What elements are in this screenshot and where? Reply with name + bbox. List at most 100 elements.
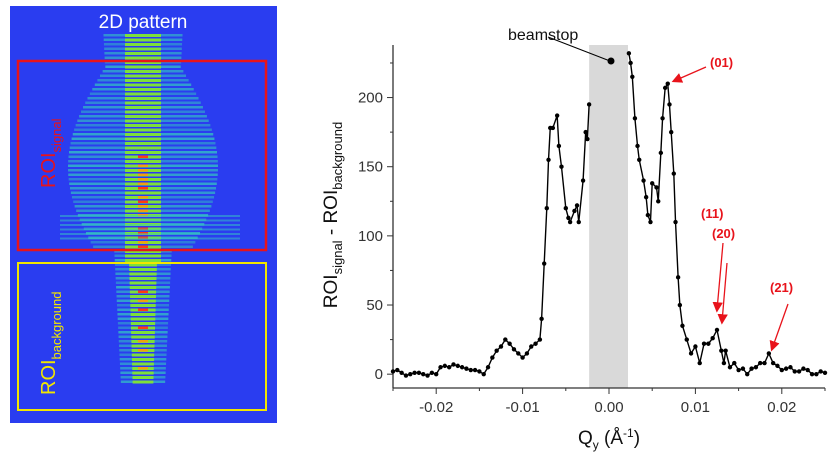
annotation-beamstop: beamstop	[508, 27, 578, 44]
data-point	[697, 360, 702, 366]
pattern-core	[125, 38, 161, 42]
data-point	[680, 323, 685, 328]
data-point	[779, 367, 784, 373]
data-point	[524, 351, 530, 356]
data-point	[459, 365, 465, 370]
pattern-core	[130, 313, 156, 316]
data-point	[546, 157, 551, 162]
data-point	[390, 369, 396, 374]
data-point	[566, 215, 571, 221]
data-point	[455, 363, 460, 369]
data-point	[425, 373, 430, 378]
data-point	[520, 355, 525, 360]
data-point	[395, 367, 400, 373]
data-point	[669, 129, 674, 135]
data-point	[468, 367, 473, 373]
data-point	[529, 344, 534, 349]
pattern-peak	[138, 299, 148, 302]
pattern-core	[125, 97, 161, 100]
data-point	[662, 85, 668, 91]
pattern-streak	[60, 224, 240, 226]
data-point	[706, 341, 711, 346]
pattern-core	[130, 304, 156, 307]
data-point	[507, 341, 512, 346]
data-point	[635, 143, 640, 149]
pattern-core	[132, 371, 154, 375]
arrow-01	[671, 66, 707, 83]
axes: 0 50 100 150 200 -0.02 -0.01 0.00 0.01 0.02	[358, 45, 826, 416]
data-point	[472, 367, 478, 373]
data-point	[446, 365, 452, 370]
pattern-core	[131, 344, 155, 348]
data-point	[576, 219, 581, 225]
roi-background-box	[17, 262, 267, 411]
pattern-core	[125, 34, 161, 37]
data-point	[758, 360, 763, 366]
data-point	[641, 178, 646, 183]
y-tick-label: 150	[358, 159, 383, 176]
data-point	[770, 360, 776, 366]
data-point	[585, 136, 590, 142]
data-point	[749, 366, 754, 371]
data-point	[542, 261, 547, 266]
data-point	[637, 157, 642, 162]
pattern-core	[129, 277, 157, 280]
pattern-core	[125, 83, 161, 87]
roi-background-label: ROIbackground	[38, 291, 64, 395]
data-point	[805, 367, 810, 373]
data-point	[783, 366, 789, 371]
data-point	[630, 74, 635, 80]
data-point	[572, 208, 577, 214]
data-point	[660, 116, 665, 121]
annotation-21: (21)	[770, 280, 793, 295]
y-axis-label: ROIsignal - ROIbackground	[321, 122, 345, 308]
data-point	[563, 206, 568, 211]
data-point	[403, 373, 409, 378]
data-point	[654, 185, 659, 190]
pattern-core	[129, 268, 157, 271]
pattern-peak	[138, 173, 148, 176]
data-point	[421, 371, 426, 377]
data-point	[429, 370, 435, 375]
beamstop-region	[589, 45, 629, 388]
pattern-peak	[138, 245, 148, 248]
pattern-core	[125, 142, 161, 145]
data-point	[498, 344, 504, 349]
pattern-core	[125, 250, 161, 253]
x-tick-label: 0.00	[594, 399, 623, 416]
pattern-core	[129, 281, 157, 285]
x-tick-label: -0.02	[419, 399, 453, 416]
data-point	[818, 369, 823, 374]
data-point	[788, 365, 793, 370]
pattern-peak	[138, 196, 148, 199]
pattern-core	[131, 358, 155, 361]
pattern-core	[125, 160, 161, 163]
pattern-core	[125, 65, 161, 69]
data-point	[701, 341, 707, 346]
pattern-core	[125, 146, 161, 150]
annotation-20: (20)	[712, 226, 735, 241]
data-point	[583, 129, 588, 135]
pattern-core	[125, 61, 161, 64]
data-point	[762, 360, 767, 366]
pattern-core	[125, 43, 161, 46]
data-point	[693, 344, 698, 349]
pattern-core	[129, 263, 157, 267]
pattern-streak	[60, 237, 240, 240]
y-tick-label: 200	[358, 90, 383, 107]
data-point	[727, 365, 733, 370]
pattern-core	[125, 254, 161, 258]
data-point	[537, 337, 543, 342]
data-point	[494, 348, 499, 353]
data-point	[544, 206, 549, 211]
data-point	[677, 302, 683, 308]
arrow-21	[769, 303, 789, 352]
beamstop-pointer	[547, 36, 611, 62]
arrow-11	[712, 242, 724, 313]
data-point	[792, 369, 797, 374]
data-point	[648, 219, 653, 225]
x-axis-label: Qy (Å-1)	[578, 426, 640, 452]
pattern-core	[125, 70, 161, 73]
pattern-core	[125, 119, 161, 123]
pattern-core	[125, 124, 161, 127]
